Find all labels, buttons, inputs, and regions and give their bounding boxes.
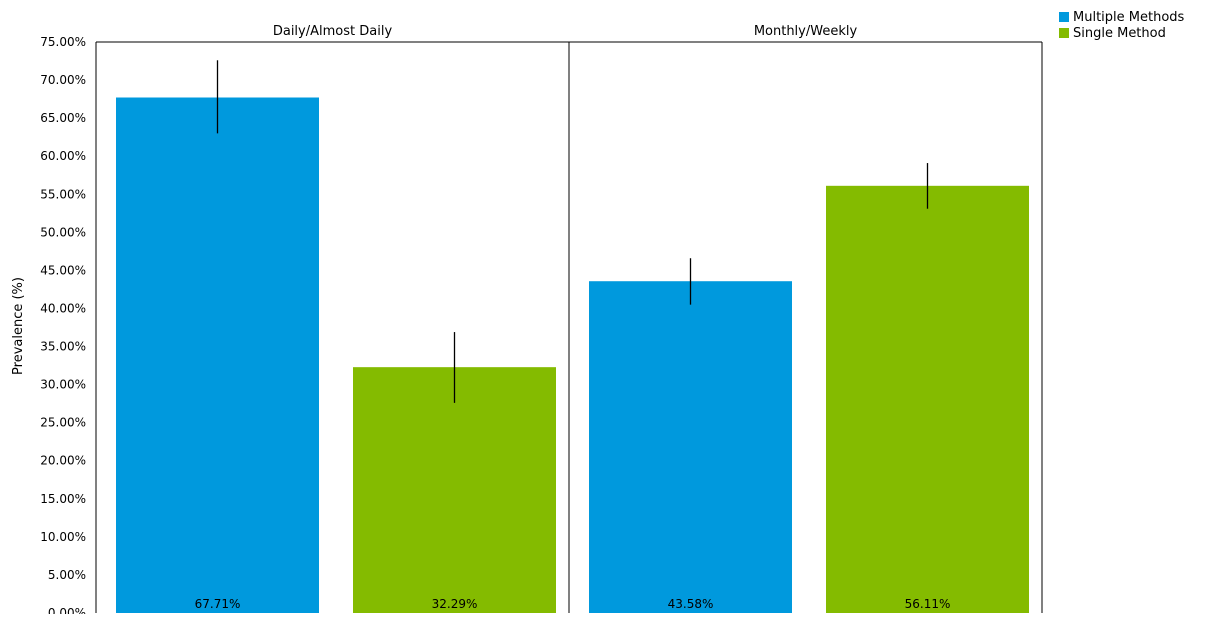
- y-tick-label: 55.00%: [40, 187, 86, 201]
- chart-panels: Daily/Almost Daily 67.71% 32.29% Monthly/We…: [116, 24, 1029, 614]
- y-tick-label: 50.00%: [40, 225, 86, 239]
- bar-value-label: 67.71%: [195, 597, 241, 611]
- y-axis: 0.00% 5.00% 10.00% 15.00% 20.00% 25.00% 30.00%…: [40, 35, 86, 618]
- bar-value-label: 32.29%: [432, 597, 478, 611]
- panel-title: Monthly/Weekly: [754, 24, 858, 39]
- y-tick-label: 35.00%: [40, 340, 86, 354]
- y-tick-label: 30.00%: [40, 378, 86, 392]
- bar-value-label: 43.58%: [668, 597, 714, 611]
- plot-frame: [95, 41, 1043, 613]
- legend-label: Single Method: [1073, 26, 1166, 41]
- panel: Monthly/Weekly 43.58% 56.11%: [589, 24, 1029, 614]
- legend-swatch: [1059, 12, 1069, 22]
- y-tick-label: 45.00%: [40, 263, 86, 277]
- bar: [826, 185, 1029, 614]
- y-tick-label: 70.00%: [40, 73, 86, 87]
- panel-title: Daily/Almost Daily: [273, 24, 393, 39]
- y-tick-label: 10.00%: [40, 530, 86, 544]
- panel: Daily/Almost Daily 67.71% 32.29%: [116, 24, 556, 613]
- y-tick-label: 20.00%: [40, 454, 86, 468]
- y-tick-label: 0.00%: [48, 606, 86, 614]
- y-axis-title: Prevalence (%): [11, 277, 26, 375]
- bar: [116, 97, 319, 613]
- bar-value-label: 56.11%: [905, 597, 951, 611]
- y-tick-label: 15.00%: [40, 492, 86, 506]
- y-tick-label: 65.00%: [40, 111, 86, 125]
- bar: [353, 367, 556, 613]
- legend-label: Multiple Methods: [1073, 10, 1185, 25]
- bar: [589, 281, 792, 613]
- y-tick-label: 40.00%: [40, 301, 86, 315]
- y-tick-label: 5.00%: [48, 568, 86, 582]
- y-tick-label: 25.00%: [40, 416, 86, 430]
- y-tick-label: 75.00%: [40, 35, 86, 49]
- y-tick-label: 60.00%: [40, 149, 86, 163]
- legend-swatch: [1059, 28, 1069, 38]
